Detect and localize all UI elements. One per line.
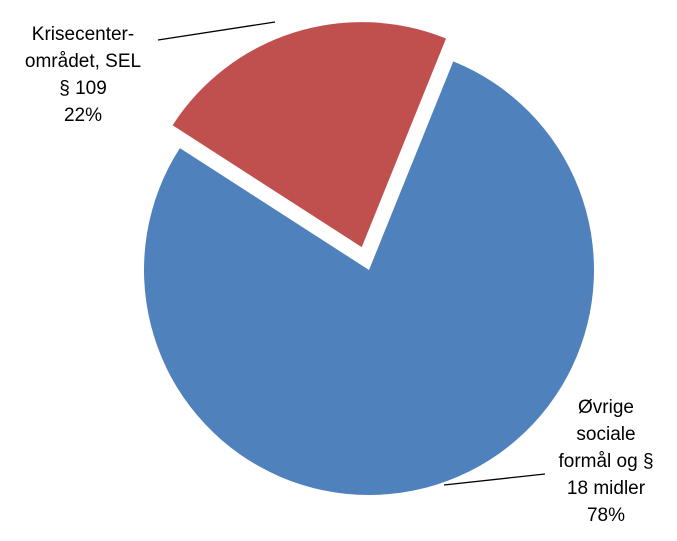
slice-labels: Krisecenter-området, SEL § 109 22% Øvrige so… xyxy=(25,24,654,526)
slice-label-2-line-4: 18 midler xyxy=(567,478,646,499)
leader-line-1 xyxy=(157,21,276,41)
pie-slice-2 xyxy=(144,61,594,496)
slice-label-2-line-5: 78% xyxy=(587,505,625,526)
slice-label-2-line-3: formål og § xyxy=(558,451,653,472)
slice-label-1-line-2: området, SEL xyxy=(25,51,141,72)
leader-lines xyxy=(157,21,546,486)
slice-label-1-line-1: Krisecenter- xyxy=(32,24,134,45)
slice-label-1-line-3: § 109 xyxy=(59,78,107,99)
slice-label-2-line-1: Øvrige xyxy=(578,397,634,418)
slices-layer xyxy=(144,22,594,496)
slice-label-2: Øvrige sociale formål og § 18 midler 78% xyxy=(558,397,653,526)
slice-label-1-line-4: 22% xyxy=(64,105,102,126)
pie-slice-1 xyxy=(172,22,447,248)
slice-label-2-line-2: sociale xyxy=(576,424,635,445)
leader-line-2 xyxy=(443,473,546,486)
slice-label-1: Krisecenter-området, SEL § 109 22% xyxy=(25,24,141,126)
